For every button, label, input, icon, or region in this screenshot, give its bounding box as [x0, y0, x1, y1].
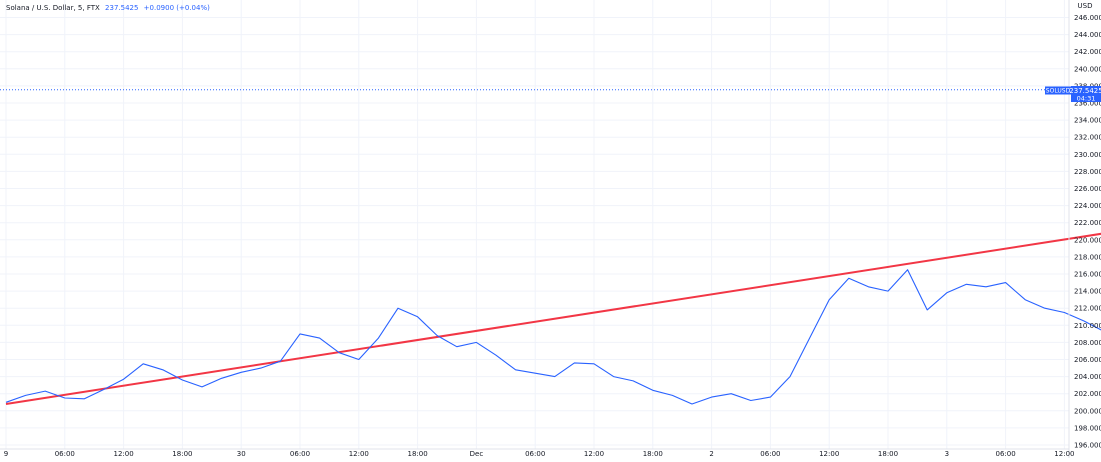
price-tick-label: 240.0000: [1074, 65, 1101, 73]
price-tick-label: 210.0000: [1074, 322, 1101, 330]
last-price-label: SOLUSD 237.5425 04:31: [1045, 86, 1101, 103]
price-tick-label: 214.0000: [1074, 288, 1101, 296]
time-tick-label: 12:00: [584, 450, 604, 458]
time-tick-label: 06:00: [290, 450, 310, 458]
trendline[interactable]: [5, 91, 1101, 405]
last-price-value-box: [1071, 86, 1101, 102]
price-tick-label: 244.0000: [1074, 31, 1101, 39]
price-axis-currency: USD: [1078, 2, 1093, 10]
time-tick-label: 12:00: [819, 450, 839, 458]
price-tick-label: 222.0000: [1074, 219, 1101, 227]
legend-symbol: Solana / U.S. Dollar, 5, FTX: [6, 4, 100, 12]
time-tick-label: 06:00: [996, 450, 1016, 458]
trendline-layer: [5, 91, 1101, 405]
price-tick-label: 216.0000: [1074, 271, 1101, 279]
time-tick-label: 12:00: [1054, 450, 1074, 458]
time-tick-label: 06:00: [525, 450, 545, 458]
series-layer: [5, 137, 1101, 405]
legend-change: +0.0900 (+0.04%): [143, 4, 210, 12]
time-tick-label: 18:00: [172, 450, 192, 458]
time-tick-label: 12:00: [349, 450, 369, 458]
price-tick-label: 198.0000: [1074, 424, 1101, 432]
price-tick-label: 220.0000: [1074, 236, 1101, 244]
price-tick-label: 208.0000: [1074, 339, 1101, 347]
time-tick-label: 18:00: [408, 450, 428, 458]
chart-legend: Solana / U.S. Dollar, 5, FTX 237.5425 +0…: [6, 4, 210, 12]
series-line-solusd[interactable]: [5, 137, 1101, 405]
time-tick-label: 06:00: [55, 450, 75, 458]
last-price-symbol-box: [1045, 86, 1071, 95]
time-tick-label: 18:00: [643, 450, 663, 458]
price-tick-label: 234.0000: [1074, 117, 1101, 125]
time-tick-label: 9: [4, 450, 8, 458]
price-tick-label: 218.0000: [1074, 253, 1101, 261]
price-tick-label: 242.0000: [1074, 48, 1101, 56]
price-axis[interactable]: USD 196.0000 198.0000 200.0000 202.0000 204.…: [1068, 0, 1101, 458]
last-price-symbol: SOLUSD: [1046, 88, 1071, 95]
price-tick-label: 236.0000: [1074, 100, 1101, 108]
price-tick-label: 228.0000: [1074, 168, 1101, 176]
grid-lines: [0, 0, 1069, 449]
time-tick-label: 18:00: [878, 450, 898, 458]
time-tick-label: Dec: [470, 450, 484, 458]
time-tick-label: 06:00: [760, 450, 780, 458]
time-tick-label: 3: [945, 450, 949, 458]
time-tick-label: 12:00: [114, 450, 134, 458]
time-axis[interactable]: 9 06:00 12:00 18:00 30 06:00 12:00 18:00 Dec 06:0…: [0, 448, 1074, 458]
price-tick-label: 212.0000: [1074, 305, 1101, 313]
last-price-value: 237.5425: [1069, 87, 1101, 95]
price-tick-label: 232.0000: [1074, 134, 1101, 142]
last-price-countdown: 04:31: [1077, 95, 1096, 103]
price-tick-label: 196.0000: [1074, 442, 1101, 450]
time-tick-label: 2: [709, 450, 713, 458]
price-tick-label: 200.0000: [1074, 407, 1101, 415]
price-tick-label: 224.0000: [1074, 202, 1101, 210]
price-tick-label: 206.0000: [1074, 356, 1101, 364]
price-tick-label: 202.0000: [1074, 390, 1101, 398]
price-tick-label: 246.0000: [1074, 14, 1101, 22]
time-tick-label: 30: [237, 450, 246, 458]
price-tick-label: 226.0000: [1074, 185, 1101, 193]
price-tick-label: 204.0000: [1074, 373, 1101, 381]
price-tick-label: 230.0000: [1074, 151, 1101, 159]
legend-price: 237.5425: [105, 4, 139, 12]
